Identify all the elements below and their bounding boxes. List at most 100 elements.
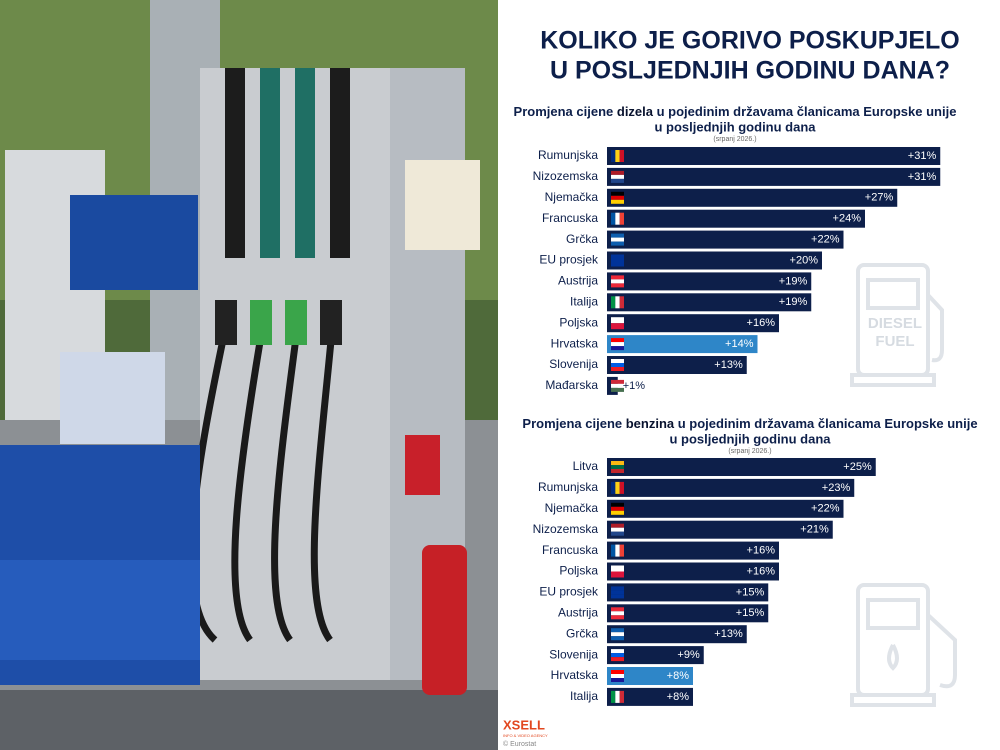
flag-stripe <box>611 367 624 371</box>
category-label: Nizozemska <box>533 522 599 536</box>
value-label: +31% <box>908 171 937 183</box>
bar <box>607 478 855 497</box>
flag-stripe <box>611 527 624 532</box>
value-label: +19% <box>779 296 808 308</box>
flag-stripe <box>611 170 624 175</box>
tagline: INFO & VIDEO AGENCY <box>503 733 548 738</box>
title: KOLIKO JE GORIVO POSKUPJELO <box>540 27 960 55</box>
flag-stripe <box>611 565 624 572</box>
value-label: +14% <box>725 338 754 350</box>
flag-stripe <box>611 571 624 578</box>
bar <box>607 209 865 228</box>
subtitle: Promjena cijene dizela u pojedinim držav… <box>514 104 957 119</box>
diesel-icon <box>850 263 944 387</box>
flag-stripe <box>611 510 624 515</box>
category-label: Poljska <box>559 564 598 578</box>
flag-stripe <box>619 296 624 309</box>
category-label: EU prosjek <box>539 585 599 599</box>
category-label: EU prosjek <box>539 253 599 267</box>
icon-text: DIESEL <box>868 315 922 332</box>
bar <box>607 188 898 207</box>
flag-stripe <box>615 481 620 494</box>
value-label: +22% <box>811 503 840 515</box>
bar <box>607 314 779 333</box>
flag-stripe <box>611 212 616 225</box>
bar <box>607 520 833 539</box>
value-label: +8% <box>667 691 690 703</box>
flag-stripe <box>611 387 624 392</box>
bar <box>607 167 941 186</box>
flag-stripe <box>611 523 624 528</box>
flag-stripe <box>611 632 624 637</box>
flag-stripe <box>611 283 624 288</box>
flag-stripe <box>611 379 624 384</box>
category-label: Nizozemska <box>533 169 599 183</box>
flag-stripe <box>611 383 624 388</box>
flag-stripe <box>611 317 624 324</box>
subtitle-part: benzina <box>626 416 675 431</box>
bar <box>607 604 769 623</box>
flag-stripe <box>619 150 624 162</box>
category-label: Hrvatska <box>551 336 599 350</box>
subtitle: u posljednjih godinu dana <box>669 431 831 446</box>
category-label: Slovenija <box>549 647 598 661</box>
value-label: +22% <box>811 234 840 246</box>
flag-stripe <box>611 195 624 200</box>
flag-stripe <box>611 481 616 494</box>
bar <box>607 646 704 665</box>
bar <box>607 147 941 165</box>
flag-stripe <box>611 150 616 162</box>
value-label: +13% <box>714 628 743 640</box>
bar <box>607 687 693 706</box>
flag-stripe <box>611 191 624 196</box>
flag-stripe <box>619 481 624 494</box>
value-label: +19% <box>779 275 808 287</box>
bar <box>607 625 747 644</box>
note: (srpanj 2026.) <box>713 136 756 143</box>
bar <box>607 335 758 354</box>
flag-stripe <box>611 323 624 330</box>
value-label: +16% <box>747 565 776 577</box>
bar <box>607 272 812 291</box>
value-label: +25% <box>843 461 872 473</box>
flag-stripe <box>619 212 624 225</box>
flag-stripe <box>611 544 616 557</box>
bar <box>607 562 779 581</box>
flag-stripe <box>615 690 620 703</box>
source: © Eurostat <box>503 740 536 748</box>
value-label: +20% <box>790 254 819 266</box>
bar <box>607 541 779 560</box>
flag-stripe <box>611 657 624 662</box>
flag-stripe <box>611 653 624 658</box>
value-label: +15% <box>736 607 765 619</box>
subtitle-part: dizela <box>617 104 654 119</box>
flag-stripe <box>611 342 624 347</box>
title: U POSLJEDNJIH GODINU DANA? <box>550 57 950 85</box>
flag-stripe <box>615 296 620 309</box>
subtitle-part: Promjena cijene <box>522 416 625 431</box>
value-label: +1% <box>623 380 646 392</box>
flag-stripe <box>615 544 620 557</box>
flag-stripe <box>611 678 624 682</box>
flag-stripe <box>611 674 624 678</box>
category-label: Njemačka <box>545 190 599 204</box>
flag-stripe <box>619 544 624 557</box>
value-label: +8% <box>667 670 690 682</box>
category-label: Austrija <box>558 605 598 619</box>
flag-stripe <box>611 628 624 633</box>
subtitle-part: Promjena cijene <box>514 104 617 119</box>
flag-stripe <box>611 690 616 703</box>
category-label: Francuska <box>542 211 598 225</box>
category-label: Austrija <box>558 274 598 288</box>
bar <box>607 230 844 249</box>
flag-stripe <box>611 586 624 591</box>
pump-icon <box>850 583 957 707</box>
category-label: Slovenija <box>549 357 598 371</box>
bar <box>607 667 693 685</box>
category-label: Hrvatska <box>551 668 599 682</box>
category-label: Poljska <box>559 315 598 329</box>
category-label: Rumunjska <box>538 148 598 162</box>
category-label: Italija <box>570 294 598 308</box>
category-label: Litva <box>573 459 599 473</box>
